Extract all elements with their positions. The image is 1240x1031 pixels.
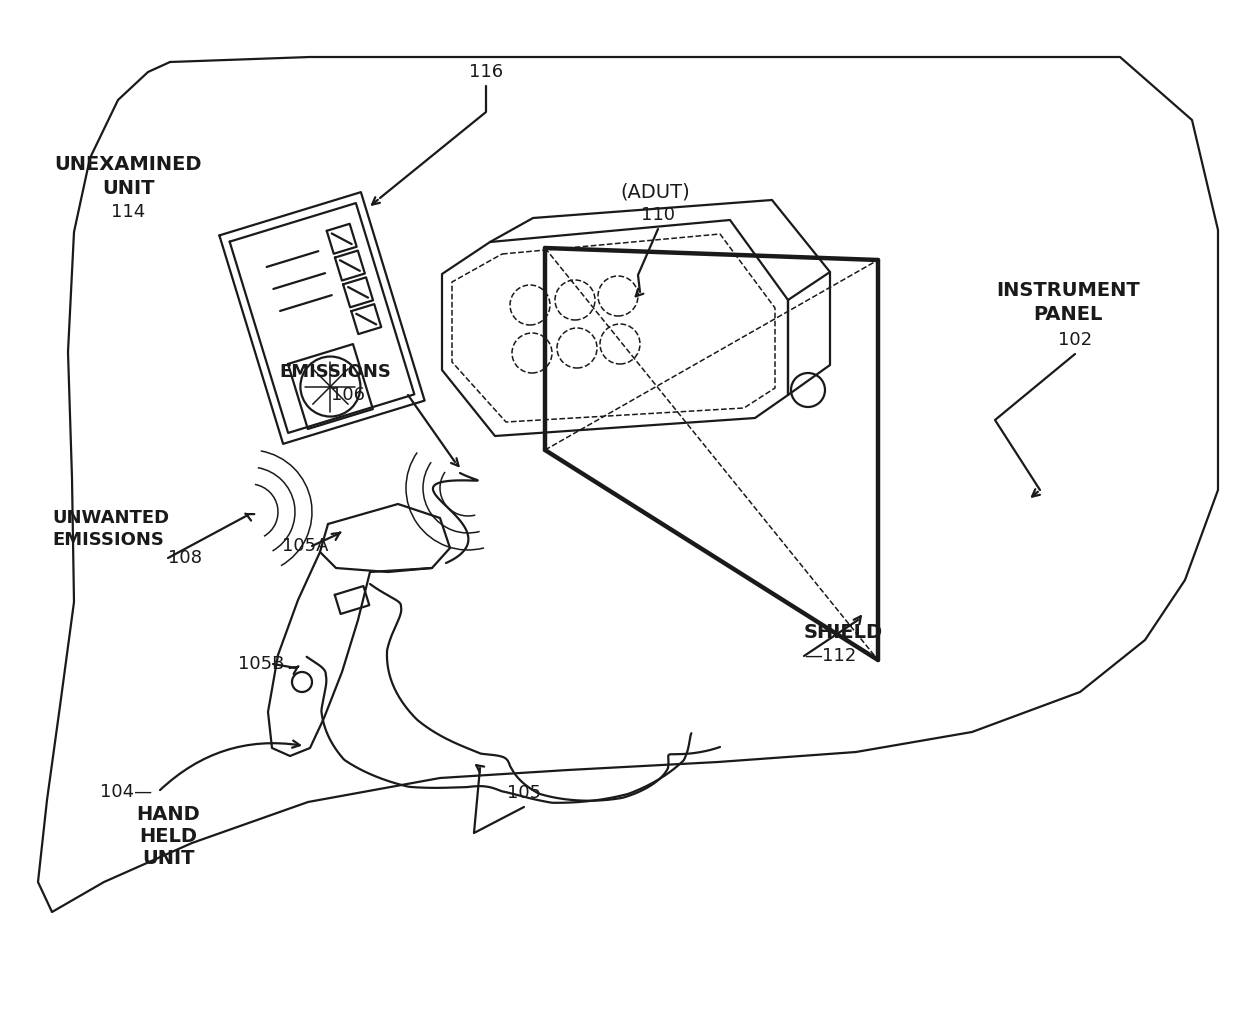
Text: 102: 102 — [1058, 331, 1092, 350]
Text: UNWANTED: UNWANTED — [52, 509, 169, 527]
Text: (ADUT): (ADUT) — [620, 182, 689, 201]
Text: 108: 108 — [167, 548, 202, 567]
Text: 105B: 105B — [238, 655, 284, 673]
Text: HELD: HELD — [139, 827, 197, 845]
Text: INSTRUMENT: INSTRUMENT — [996, 280, 1140, 299]
Text: UNEXAMINED: UNEXAMINED — [55, 156, 202, 174]
Text: 105: 105 — [507, 784, 541, 802]
Text: —112: —112 — [804, 647, 857, 665]
Text: 110: 110 — [641, 206, 675, 224]
Text: SHIELD: SHIELD — [804, 623, 883, 641]
Text: EMISSIONS: EMISSIONS — [52, 531, 164, 548]
Text: 116: 116 — [469, 63, 503, 81]
Text: UNIT: UNIT — [141, 849, 195, 867]
Text: 106: 106 — [331, 386, 365, 404]
Text: 104—: 104— — [100, 783, 153, 801]
Text: 114: 114 — [110, 203, 145, 221]
Text: HAND: HAND — [136, 804, 200, 824]
Text: EMISSIONS: EMISSIONS — [279, 363, 391, 381]
Text: UNIT: UNIT — [102, 178, 154, 198]
Text: PANEL: PANEL — [1033, 305, 1102, 325]
Text: 105A: 105A — [281, 537, 329, 555]
